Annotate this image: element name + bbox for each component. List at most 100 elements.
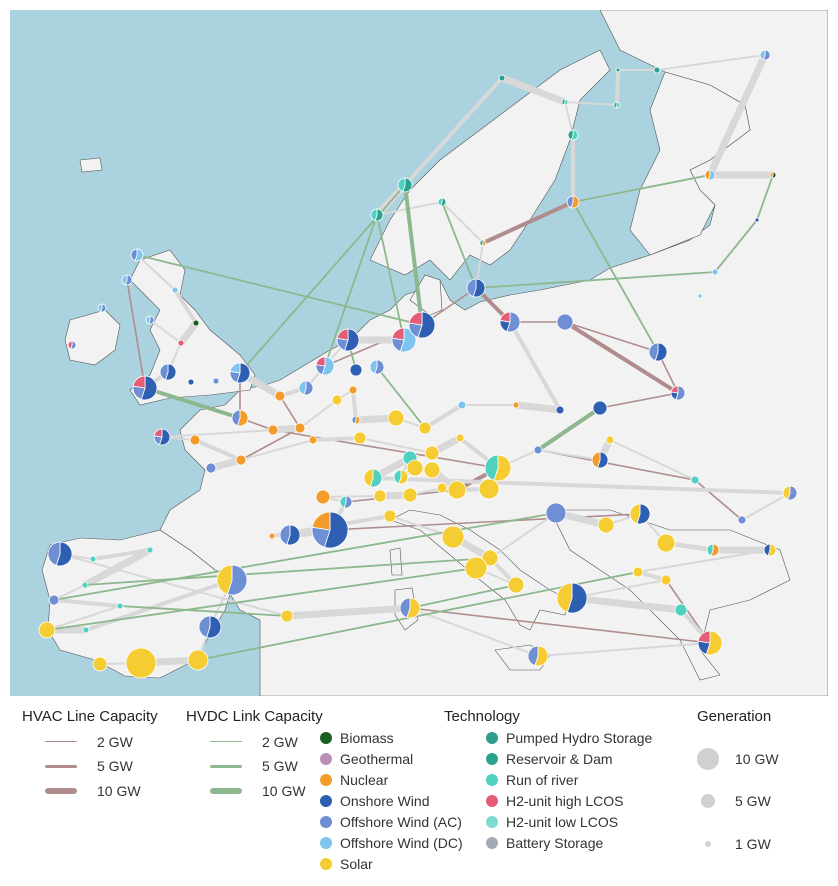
generation-pie	[187, 649, 209, 671]
generation-pie	[315, 356, 335, 376]
technology-legend-label: Run of river	[506, 772, 579, 788]
pie-slice	[177, 339, 185, 347]
pie-slice	[216, 564, 233, 595]
pie-slice	[121, 274, 128, 286]
pie-slice	[274, 390, 286, 402]
generation-pie	[499, 311, 521, 333]
hvac-line	[694, 479, 743, 521]
grid-line	[283, 604, 414, 620]
generation-pie	[38, 621, 56, 639]
generation-pie	[235, 454, 247, 466]
generation-pie	[424, 445, 440, 461]
hvdc-line	[403, 183, 424, 327]
grid-line	[136, 254, 176, 291]
generation-pie	[737, 515, 747, 525]
hvdc-legend-line-2gw	[210, 741, 242, 742]
technology-legend-label: Offshore Wind (AC)	[340, 814, 462, 830]
grid-line	[615, 68, 620, 107]
grid-line	[637, 549, 771, 573]
hvac-legend-title: HVAC Line Capacity	[22, 708, 158, 725]
pie-slice	[235, 454, 247, 466]
generation-pie	[121, 274, 133, 286]
pie-slice	[187, 378, 195, 386]
grid-line	[568, 594, 685, 614]
pie-slice	[387, 409, 405, 427]
technology-legend-title: Technology	[444, 708, 520, 725]
generation-pie	[533, 445, 543, 455]
technology-legend-swatch	[486, 774, 498, 786]
hvac-legend-label-2gw: 2 GW	[97, 734, 133, 750]
generation-pie	[47, 541, 73, 567]
pie-slice	[436, 482, 448, 494]
hvdc-legend-line-10gw	[210, 788, 242, 794]
pie-slice	[615, 67, 621, 73]
grid-line	[173, 288, 198, 325]
generation-pie	[408, 311, 436, 339]
hvdc-legend-title: HVDC Link Capacity	[186, 708, 323, 725]
pie-slice	[418, 421, 432, 435]
pie-slice	[369, 359, 378, 375]
grid-line	[571, 579, 667, 599]
hvac-legend-line-5gw	[45, 765, 77, 768]
technology-legend-swatch	[486, 753, 498, 765]
pie-slice	[189, 434, 201, 446]
pie-slice	[145, 315, 151, 325]
hvdc-line	[143, 386, 242, 420]
generation-pie	[370, 208, 384, 222]
pie-slice	[447, 480, 467, 500]
pie-slice	[479, 239, 484, 247]
generation-pie	[447, 480, 467, 500]
technology-legend-swatch	[320, 732, 332, 744]
technology-legend-swatch	[486, 837, 498, 849]
generation-pie	[479, 239, 487, 247]
generation-pie	[369, 359, 385, 375]
generation-pie	[507, 576, 525, 594]
pie-slice	[690, 475, 700, 485]
pie-slice	[351, 415, 357, 425]
grid-line	[423, 403, 464, 430]
pie-slice	[38, 621, 56, 639]
pie-slice	[632, 566, 644, 578]
generation-pie	[402, 487, 418, 503]
generation-pie	[478, 478, 500, 500]
pie-slice	[47, 541, 61, 566]
generation-pie	[512, 401, 520, 409]
scandinavia-land	[369, 49, 611, 281]
pie-slice	[67, 340, 73, 350]
generation-pie	[348, 385, 358, 395]
pie-slice	[353, 431, 367, 445]
pie-slice	[648, 342, 659, 362]
generation-legend-circle-1gw	[705, 841, 711, 847]
legend: HVAC Line Capacity 2 GW 5 GW 10 GW HVDC …	[0, 696, 838, 886]
grid-line	[81, 546, 154, 589]
generation-pie	[216, 564, 248, 596]
pie-slice	[567, 129, 574, 141]
generation-pie	[125, 647, 157, 679]
pie-slice	[674, 603, 688, 617]
hvdc-line	[84, 557, 491, 586]
pie-slice	[697, 293, 703, 299]
pie-slice	[268, 532, 276, 540]
grid-line	[498, 74, 569, 106]
generation-pie	[294, 422, 306, 434]
grid-line	[299, 399, 338, 429]
generation-pie	[97, 303, 107, 313]
hvac-line	[272, 429, 499, 469]
hvac-legend-label-10gw: 10 GW	[97, 783, 141, 799]
pie-slice	[311, 511, 331, 531]
technology-legend-label: Solar	[340, 856, 373, 872]
generation-pie	[782, 485, 798, 501]
grid-line	[409, 607, 539, 657]
generation-pie	[393, 469, 409, 485]
technology-legend-swatch	[320, 753, 332, 765]
pie-slice	[737, 515, 747, 525]
hvdc-line	[409, 584, 517, 609]
pie-slice	[498, 74, 506, 82]
generation-pie	[436, 482, 448, 494]
pie-slice	[397, 177, 406, 193]
generation-pie	[89, 555, 97, 563]
hvac-line	[564, 321, 659, 353]
generation-pie	[704, 169, 716, 181]
grid-line	[508, 320, 562, 412]
generation-pie	[130, 248, 144, 262]
